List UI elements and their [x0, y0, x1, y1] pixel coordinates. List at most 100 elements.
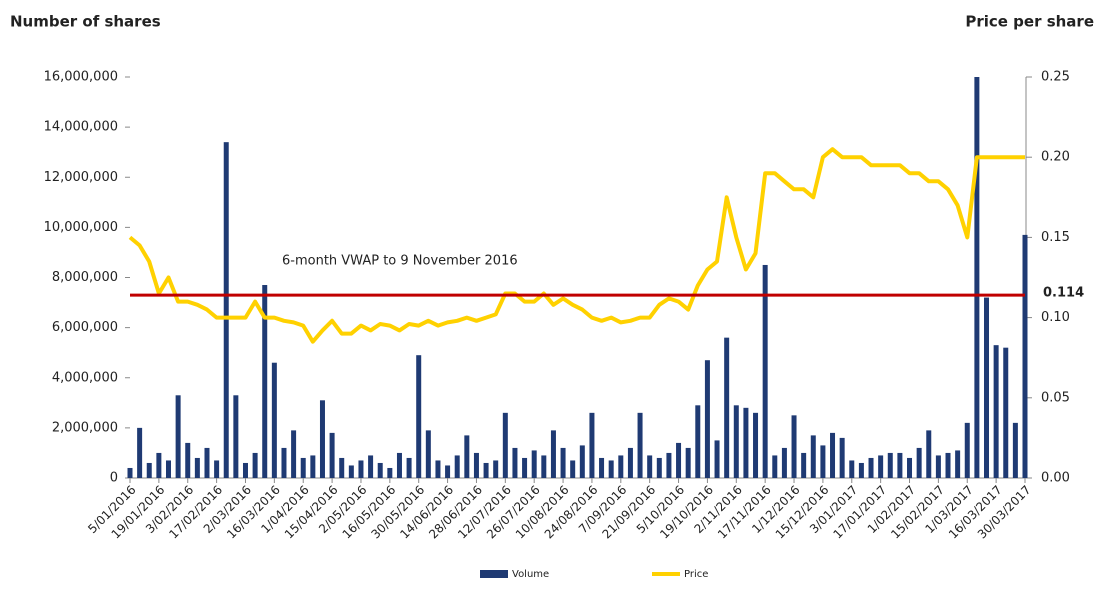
volume-bar: [473, 452, 479, 478]
volume-bar: [560, 447, 566, 478]
annotation: 6-month VWAP to 9 November 2016: [282, 254, 518, 269]
volume-bar: [531, 450, 537, 478]
volume-bar: [666, 452, 672, 478]
volume-bar: [512, 447, 518, 478]
y-tick-label: 6,000,000: [52, 320, 118, 335]
volume-bar: [550, 430, 556, 478]
volume-bar: [156, 452, 162, 478]
volume-bar: [1022, 234, 1028, 478]
y-tick-label: 10,000,000: [44, 220, 118, 235]
volume-bar: [599, 457, 605, 478]
volume-bar: [839, 437, 845, 478]
volume-bar: [271, 362, 277, 478]
volume-bar: [445, 465, 451, 478]
volume-bar: [493, 460, 499, 478]
y2-tick-label: 0.10: [1041, 310, 1070, 325]
volume-bar: [396, 452, 402, 478]
volume-bar: [464, 435, 470, 478]
volume-bar: [974, 77, 980, 478]
volume-bar: [406, 457, 412, 478]
volume-bar: [233, 395, 239, 478]
volume-bar: [502, 412, 508, 478]
volume-bar: [358, 460, 364, 478]
volume-bar: [762, 264, 768, 478]
volume-bar: [127, 467, 133, 478]
y2-tick-label: 0.20: [1041, 150, 1070, 165]
volume-bar: [897, 452, 903, 478]
volume-bar: [194, 457, 200, 478]
volume-bar: [858, 462, 864, 478]
volume-bar: [676, 442, 682, 478]
volume-bar: [329, 432, 335, 478]
volume-bar: [579, 445, 585, 478]
volume-bar: [214, 460, 220, 478]
volume-bar: [377, 462, 383, 478]
y2-axis-title: Price per share: [965, 13, 1094, 31]
volume-bar: [262, 285, 268, 478]
volume-bar: [810, 435, 816, 478]
volume-bar: [146, 462, 152, 478]
volume-bar: [204, 447, 210, 478]
vwap-value-label: 0.114: [1043, 286, 1084, 301]
volume-bar: [300, 457, 306, 478]
volume-bar: [907, 457, 913, 478]
volume-bar: [242, 462, 248, 478]
volume-bar: [137, 427, 143, 478]
volume-bar: [714, 440, 720, 478]
y-tick-label: 12,000,000: [44, 170, 118, 185]
volume-bar: [252, 452, 258, 478]
volume-bar: [339, 457, 345, 478]
volume-bar: [483, 462, 489, 478]
volume-bar: [435, 460, 441, 478]
volume-bar: [695, 405, 701, 478]
volume-bar: [704, 360, 710, 478]
volume-bar: [916, 447, 922, 478]
y-tick-label: 16,000,000: [44, 70, 118, 85]
y2-tick-label: 0.15: [1041, 230, 1070, 245]
volume-bar: [348, 465, 354, 478]
volume-bar: [637, 412, 643, 478]
y-tick-label: 4,000,000: [52, 370, 118, 385]
volume-bar: [724, 337, 730, 478]
volume-bar: [964, 422, 970, 478]
volume-bar: [522, 457, 528, 478]
y-tick-label: 2,000,000: [52, 420, 118, 435]
volume-bar: [801, 452, 807, 478]
volume-bar: [608, 460, 614, 478]
legend-label: Volume: [512, 569, 549, 580]
volume-bar: [878, 455, 884, 478]
volume-bar: [310, 455, 316, 478]
volume-bar: [570, 460, 576, 478]
volume-bar: [368, 455, 374, 478]
volume-bar: [984, 297, 990, 478]
volume-bar: [830, 432, 836, 478]
y-tick-label: 14,000,000: [44, 120, 118, 135]
volume-bar: [589, 412, 595, 478]
volume-bar: [319, 400, 325, 478]
volume-bar: [926, 430, 932, 478]
volume-bar: [781, 447, 787, 478]
volume-bar: [647, 455, 653, 478]
volume-bar: [425, 430, 431, 478]
volume-bar: [935, 455, 941, 478]
volume-bar: [820, 445, 826, 478]
volume-bar: [791, 415, 797, 478]
volume-bar: [743, 407, 749, 478]
y2-tick-label: 0.25: [1041, 70, 1070, 85]
volume-bar: [993, 345, 999, 478]
volume-bar: [175, 395, 181, 478]
volume-bar: [849, 460, 855, 478]
y-tick-label: 8,000,000: [52, 270, 118, 285]
volume-bar: [887, 452, 893, 478]
volume-bar: [387, 467, 393, 478]
y-axis-title: Number of shares: [10, 13, 161, 31]
volume-bar: [223, 142, 229, 478]
volume-bar: [416, 355, 422, 478]
y2-tick-label: 0.05: [1041, 390, 1070, 405]
volume-bar: [733, 405, 739, 478]
volume-bar: [955, 450, 961, 478]
price-line: [128, 147, 1025, 344]
volume-bar: [685, 447, 691, 478]
volume-bar: [1003, 347, 1009, 478]
